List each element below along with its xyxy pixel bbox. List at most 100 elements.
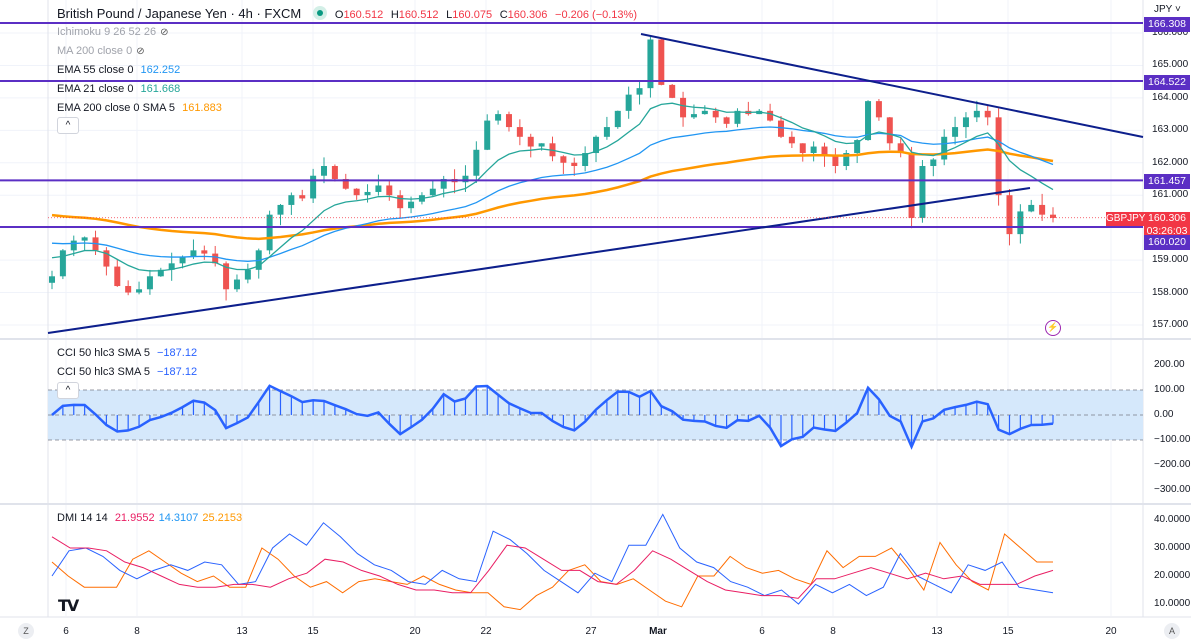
price-change: −0.206 (−0.13%) — [555, 9, 637, 21]
time-label: 20 — [409, 626, 421, 637]
indicator-ema55[interactable]: EMA 55 close 0 162.252 — [57, 64, 181, 76]
time-label: 13 — [931, 626, 943, 637]
price-axis-bg — [1143, 0, 1191, 644]
cci-tick: 0.00 — [1154, 409, 1174, 420]
hidden-eye-icon[interactable]: ⊘ — [136, 46, 145, 57]
dmi-minus-line — [51, 533, 1053, 611]
candle-body — [179, 256, 186, 264]
candle-body — [788, 136, 795, 144]
cci-tick: −300.00 — [1154, 484, 1191, 495]
candle-body — [146, 276, 153, 290]
candle-body — [266, 214, 273, 251]
time-label: 27 — [585, 626, 597, 637]
candle-body — [386, 185, 393, 196]
candle-body — [1050, 214, 1056, 218]
candle-body — [962, 117, 969, 128]
time-label: 13 — [236, 626, 248, 637]
indicator-cci-2[interactable]: CCI 50 hlc3 SMA 5 −187.12 — [57, 366, 198, 378]
candle-body — [810, 146, 817, 154]
symbol-legend: British Pound / Japanese Yen · 4h · FXCM… — [57, 6, 637, 21]
candle-body — [462, 175, 469, 183]
time-label: 15 — [1002, 626, 1014, 637]
lightning-alert-icon[interactable]: ⚡ — [1045, 320, 1061, 336]
currency-selector[interactable]: JPY ˅ — [1154, 4, 1181, 15]
time-label: 15 — [307, 626, 319, 637]
candle-body — [767, 110, 774, 121]
auto-scale-button[interactable]: A — [1164, 623, 1180, 639]
candle-body — [680, 97, 687, 118]
candle-body — [865, 101, 872, 141]
candle-body — [712, 110, 719, 118]
candle-body — [734, 110, 741, 124]
candle-body — [908, 153, 915, 218]
current-price-tag: 160.306 03:26:03 — [1144, 212, 1190, 239]
collapse-cci-legend-button[interactable]: ^ — [57, 382, 79, 399]
ema200-line — [51, 148, 1054, 241]
candle-body — [70, 240, 77, 251]
candle-body — [973, 110, 980, 118]
hidden-eye-icon[interactable]: ⊘ — [160, 27, 169, 38]
level-tag: 166.308 — [1144, 17, 1190, 32]
candle-body — [919, 166, 926, 218]
candle-body — [593, 136, 600, 154]
candle-body — [201, 250, 208, 254]
candle-body — [364, 191, 371, 196]
candle-body — [277, 204, 284, 215]
candle-body — [397, 195, 404, 209]
candle-body — [799, 143, 806, 154]
candle-body — [49, 276, 55, 283]
candle-body — [299, 195, 306, 199]
candle-body — [723, 117, 730, 124]
candle-body — [375, 185, 382, 192]
candle-body — [59, 250, 66, 277]
ema21-line — [51, 102, 1054, 272]
indicator-ma200[interactable]: MA 200 close 0 ⊘ — [57, 45, 145, 57]
descending-trendline — [640, 33, 1144, 138]
candle-body — [233, 279, 240, 290]
indicator-ichimoku[interactable]: Ichimoku 9 26 52 26 ⊘ — [57, 26, 169, 38]
candle-body — [636, 88, 643, 95]
candle-body — [1006, 195, 1013, 235]
candle-body — [690, 114, 697, 118]
indicator-cci-1[interactable]: CCI 50 hlc3 SMA 5 −187.12 — [57, 347, 198, 359]
candle-body — [647, 39, 654, 89]
cci-tick: −100.00 — [1154, 434, 1191, 445]
candle-body — [1039, 204, 1046, 215]
candle-body — [353, 188, 360, 196]
dmi-tick: 10.0000 — [1154, 598, 1191, 609]
time-label: 20 — [1105, 626, 1117, 637]
cci-line — [51, 384, 1054, 450]
market-status-icon — [313, 6, 328, 20]
candle-body — [440, 178, 447, 189]
candle-body — [473, 149, 480, 176]
candle-body — [701, 110, 708, 115]
indicator-ema200[interactable]: EMA 200 close 0 SMA 5 161.883 — [57, 102, 222, 114]
candle-body — [157, 269, 164, 277]
candle-body — [1028, 204, 1035, 212]
level-tag: 161.457 — [1144, 174, 1190, 189]
symbol-title[interactable]: British Pound / Japanese Yen · 4h · FXCM — [57, 6, 302, 21]
candle-body — [429, 188, 436, 196]
candle-body — [81, 237, 88, 241]
price-tick: 158.000 — [1152, 286, 1189, 298]
cci-tick: 200.00 — [1154, 359, 1185, 370]
cci-tick: −200.00 — [1154, 459, 1191, 470]
candle-body — [484, 120, 491, 150]
indicator-dmi[interactable]: DMI 14 14 21.9552 14.3107 25.2153 — [57, 512, 243, 524]
price-tick: 157.000 — [1152, 318, 1189, 330]
candle-body — [821, 146, 828, 157]
candle-body — [582, 153, 589, 167]
indicator-ema21[interactable]: EMA 21 close 0 161.668 — [57, 83, 181, 95]
auto-zoom-button[interactable]: Z — [18, 623, 34, 639]
dmi-tick: 20.0000 — [1154, 570, 1191, 581]
candle-body — [941, 136, 948, 160]
collapse-legend-button[interactable]: ^ — [57, 117, 79, 134]
tradingview-logo[interactable]: TV — [58, 596, 79, 615]
candle-body — [897, 143, 904, 154]
candle-body — [658, 39, 665, 85]
candle-body — [625, 94, 632, 111]
candle-body — [777, 120, 784, 137]
candle-body — [125, 286, 132, 293]
candle-body — [342, 178, 349, 189]
